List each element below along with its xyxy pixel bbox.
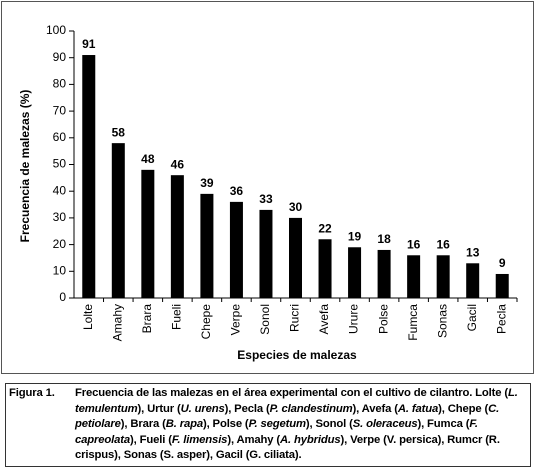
data-label: 48 — [141, 152, 155, 166]
bar — [170, 175, 184, 298]
y-tick-label: 10 — [53, 263, 67, 277]
caption-run: C. petiolare — [75, 402, 500, 431]
caption: Figura 1. Frecuencia de las malezas en e… — [5, 383, 531, 467]
y-tick-label: 80 — [53, 77, 67, 91]
data-label: 13 — [466, 245, 480, 259]
bar — [377, 249, 391, 298]
caption-label: Figura 1. — [9, 387, 55, 399]
x-tick-label: Verpe — [229, 304, 243, 336]
chart-frame: Especies de malezas Frecuencia de maleza… — [1, 1, 534, 374]
y-tick-label: 0 — [59, 290, 66, 304]
y-axis-title: Frecuencia de malezas (%) — [18, 90, 32, 243]
bar — [259, 209, 273, 298]
caption-run: U. urens — [180, 402, 225, 415]
x-tick-label: Sonol — [258, 304, 272, 335]
bar — [407, 255, 421, 298]
caption-run: ), Avefa ( — [352, 402, 399, 415]
x-tick-label: Pecla — [494, 304, 508, 334]
data-label: 22 — [318, 221, 332, 235]
bar — [289, 217, 302, 298]
x-tick-label: Chepe — [199, 304, 213, 340]
x-tick-label: Fumca — [406, 304, 420, 341]
chart: Especies de malezas Frecuencia de maleza… — [18, 23, 518, 362]
bar — [466, 263, 480, 298]
data-label: 9 — [499, 256, 506, 270]
x-axis-title: Especies de malezas — [237, 348, 357, 362]
data-label: 39 — [200, 176, 214, 190]
data-label: 58 — [112, 125, 126, 139]
x-tick-label: Amahy — [110, 304, 124, 341]
x-tick-label: Rucri — [288, 304, 302, 332]
x-tick-label: Gacil — [465, 304, 479, 331]
data-label: 18 — [377, 232, 391, 246]
caption-run: ), Sonol ( — [305, 418, 353, 430]
caption-run: S. oleraceus — [352, 418, 418, 430]
y-tick-label: 30 — [53, 210, 67, 224]
data-label: 16 — [436, 237, 450, 251]
data-label: 16 — [407, 237, 421, 251]
bar — [495, 273, 509, 298]
caption-run: ), Fumca ( — [417, 418, 470, 430]
caption-run: A. hybridus — [280, 433, 341, 446]
y-tick-label: 90 — [53, 50, 67, 64]
bar — [82, 55, 96, 298]
data-label: 36 — [230, 184, 244, 198]
caption-run: ), Fueli ( — [130, 433, 172, 446]
x-tick-label: Avefa — [317, 304, 331, 335]
data-label: 19 — [348, 229, 362, 243]
caption-run: ), Brara ( — [120, 418, 166, 430]
caption-run: L. temulentum — [75, 387, 518, 415]
x-tick-label: Fueli — [170, 304, 184, 330]
caption-run: P. segetum — [248, 418, 306, 430]
bar — [141, 169, 155, 298]
data-label: 91 — [82, 37, 96, 51]
caption-run: ), Verpe (V. persica), Rumcr (R. crispus… — [75, 433, 500, 462]
x-tick-label: Brara — [140, 304, 154, 334]
y-tick-label: 20 — [53, 237, 67, 251]
bar — [436, 255, 450, 298]
bar — [318, 239, 332, 298]
data-label: 33 — [259, 192, 273, 206]
x-tick-label: Lolte — [81, 304, 95, 330]
caption-run: ), Urtur ( — [137, 402, 181, 415]
caption-run: ), Chepe ( — [438, 402, 489, 415]
bar — [200, 193, 214, 298]
y-tick-label: 100 — [46, 23, 66, 37]
data-label: 30 — [289, 200, 303, 214]
caption-run: ), Polse ( — [202, 418, 249, 430]
caption-run: Frecuencia de las malezas en el área exp… — [75, 387, 509, 399]
caption-run: P. clandestinum — [269, 402, 353, 415]
y-tick-label: 70 — [53, 103, 67, 117]
caption-run: ), Amahy ( — [227, 433, 281, 446]
y-tick-label: 50 — [53, 157, 67, 171]
bar — [348, 247, 362, 298]
x-tick-label: Polse — [376, 304, 390, 334]
caption-run: ), Pecla ( — [224, 402, 270, 415]
x-tick-label: Sonas — [435, 304, 449, 338]
caption-run: F. limensis — [171, 433, 228, 446]
caption-text: Frecuencia de las malezas en el área exp… — [75, 386, 527, 466]
data-label: 46 — [171, 157, 185, 171]
caption-run: B. rapa — [165, 418, 203, 430]
bar — [229, 201, 243, 298]
caption-run: A. fatua — [397, 402, 439, 415]
y-tick-label: 40 — [53, 183, 67, 197]
caption-run: F. capreolata — [75, 418, 478, 446]
x-tick-label: Urure — [347, 304, 361, 334]
y-tick-label: 60 — [53, 130, 67, 144]
bar — [111, 143, 125, 298]
